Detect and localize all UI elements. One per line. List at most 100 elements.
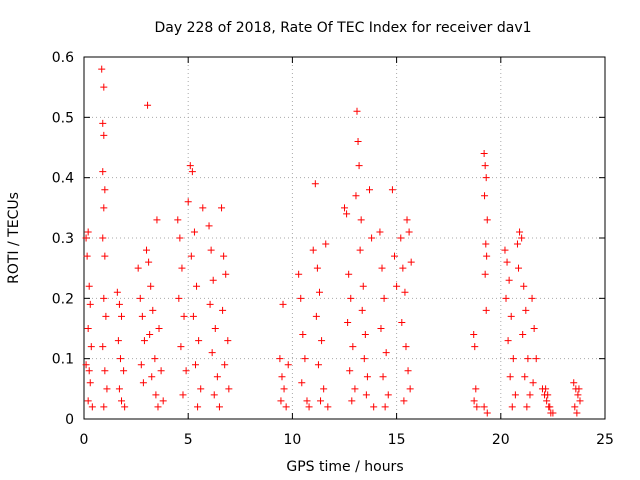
- data-point: [301, 355, 309, 363]
- y-axis: 0 0.1 0.2 0.3 0.4 0.5 0.6: [52, 50, 605, 428]
- x-tick-label: 5: [184, 432, 193, 448]
- data-point: [100, 83, 108, 91]
- data-point: [501, 246, 509, 254]
- data-point: [345, 270, 353, 278]
- data-point: [137, 361, 145, 369]
- data-point: [209, 276, 217, 284]
- data-point: [145, 258, 153, 266]
- data-point: [144, 101, 152, 109]
- data-point: [348, 397, 356, 405]
- data-point: [516, 228, 524, 236]
- data-point: [505, 276, 513, 284]
- data-point: [393, 282, 401, 290]
- data-point: [370, 403, 378, 411]
- data-point: [99, 119, 107, 127]
- data-point: [180, 312, 188, 320]
- chart-title: Day 228 of 2018, Rate Of TEC Index for r…: [154, 20, 531, 36]
- data-point: [101, 186, 109, 194]
- data-point: [532, 355, 540, 363]
- data-point: [188, 168, 196, 176]
- data-point: [143, 246, 151, 254]
- data-point: [177, 343, 185, 351]
- data-point: [157, 367, 165, 375]
- data-point: [317, 397, 325, 405]
- data-point: [197, 385, 205, 393]
- data-point: [220, 252, 228, 260]
- data-point: [403, 216, 411, 224]
- data-point: [218, 204, 226, 212]
- data-point: [406, 385, 414, 393]
- data-point: [515, 264, 523, 272]
- data-point: [193, 282, 201, 290]
- data-point: [115, 300, 123, 308]
- data-point: [149, 306, 157, 314]
- data-point: [575, 385, 583, 393]
- data-point: [506, 373, 514, 381]
- data-point: [520, 282, 528, 290]
- data-point: [483, 252, 491, 260]
- data-point: [277, 397, 285, 405]
- data-point: [573, 409, 581, 417]
- data-point: [114, 337, 122, 345]
- data-point: [521, 373, 529, 381]
- data-point: [322, 240, 330, 248]
- data-point: [295, 270, 303, 278]
- data-point: [147, 282, 155, 290]
- data-point: [570, 379, 578, 387]
- y-tick-label: 0: [65, 412, 74, 428]
- data-point: [99, 168, 107, 176]
- data-point: [190, 228, 198, 236]
- data-point: [473, 403, 481, 411]
- data-point: [85, 367, 93, 375]
- data-point: [186, 162, 194, 170]
- data-point: [215, 403, 223, 411]
- data-point: [526, 391, 534, 399]
- data-point: [155, 325, 163, 332]
- data-point: [99, 234, 107, 242]
- data-point: [194, 403, 202, 411]
- data-point: [380, 294, 388, 302]
- data-point: [187, 252, 195, 260]
- data-point: [82, 234, 90, 242]
- data-point: [280, 385, 288, 393]
- data-point: [134, 264, 142, 272]
- data-point: [524, 355, 532, 363]
- data-point: [207, 246, 215, 254]
- data-point: [205, 222, 213, 230]
- data-point: [159, 397, 167, 405]
- data-point: [279, 300, 287, 308]
- data-point: [176, 234, 184, 242]
- data-point: [542, 385, 550, 393]
- data-point: [528, 294, 536, 302]
- data-point: [511, 391, 519, 399]
- x-tick-label: 20: [492, 432, 510, 448]
- y-tick-label: 0.6: [52, 50, 74, 66]
- data-point: [529, 379, 537, 387]
- y-tick-label: 0.3: [52, 231, 74, 247]
- data-point: [312, 312, 320, 320]
- data-point: [362, 391, 370, 399]
- data-series-roti: [82, 65, 584, 417]
- data-point: [213, 373, 221, 381]
- data-point: [154, 403, 162, 411]
- data-point: [313, 264, 321, 272]
- data-point: [121, 403, 129, 411]
- data-point: [354, 137, 362, 145]
- data-point: [210, 391, 218, 399]
- data-point: [482, 240, 490, 248]
- data-point: [543, 397, 551, 405]
- data-point: [347, 294, 355, 302]
- data-point: [508, 403, 516, 411]
- data-point: [359, 282, 367, 290]
- data-point: [471, 343, 479, 351]
- data-point: [502, 294, 510, 302]
- data-point: [120, 367, 128, 375]
- data-point: [100, 131, 108, 139]
- data-point: [152, 391, 160, 399]
- data-point: [211, 325, 219, 332]
- data-point: [481, 162, 489, 170]
- grid: [84, 57, 605, 419]
- data-point: [349, 343, 357, 351]
- data-point: [343, 210, 351, 218]
- data-point: [353, 107, 361, 115]
